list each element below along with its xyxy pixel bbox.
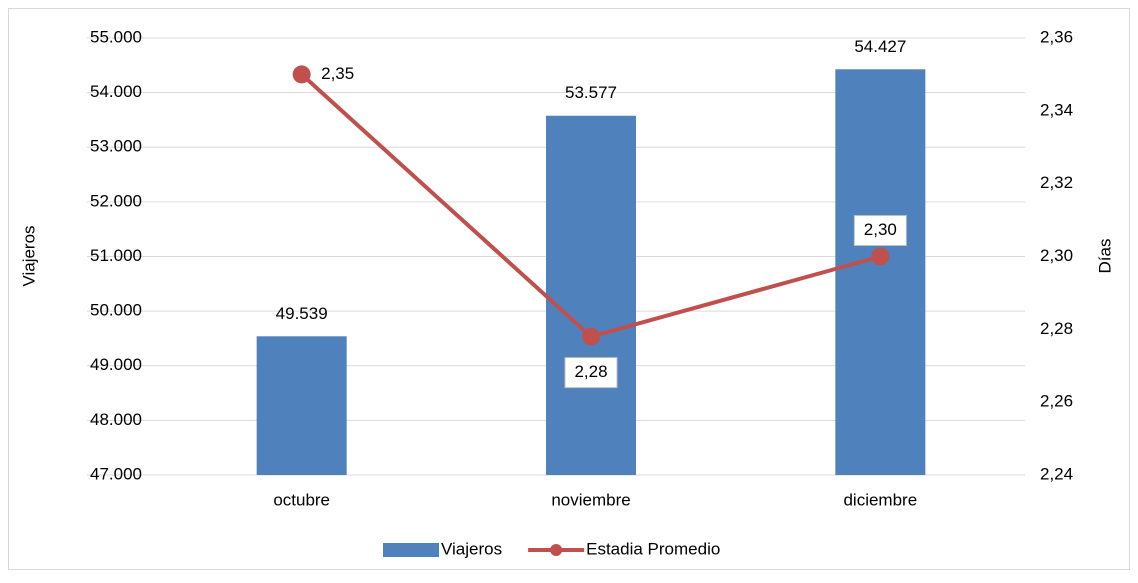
y-tick-label: 54.000 (90, 82, 142, 101)
y2-tick-label: 2,26 (1040, 392, 1073, 411)
line-point (871, 247, 890, 266)
label-box (853, 215, 907, 246)
y2-tick-label: 2,32 (1040, 173, 1073, 192)
line-point (582, 327, 600, 346)
line-point (292, 65, 311, 84)
y-axis-title: Viajeros (19, 225, 38, 286)
bar (835, 69, 926, 476)
y2-tick-label: 2,30 (1040, 246, 1073, 265)
y-tick-label: 52.000 (90, 191, 142, 210)
legend-label: Estadia Promedio (586, 539, 720, 558)
y-tick-label: 49.000 (90, 355, 142, 374)
y2-tick-label: 2,28 (1040, 319, 1073, 338)
x-tick-label: noviembre (551, 490, 630, 509)
bar-value-label: 54.427 (854, 37, 906, 56)
y2-tick-label: 2,24 (1040, 464, 1073, 483)
y-tick-label: 48.000 (90, 410, 142, 429)
y2-axis-title: Días (1095, 239, 1114, 274)
y2-tick-label: 2,34 (1040, 100, 1073, 119)
legend-label: Viajeros (441, 539, 502, 558)
legend-swatch (550, 544, 563, 556)
bar (546, 115, 636, 475)
bar-value-label: 53.577 (565, 83, 617, 102)
line-value-label: 2,28 (574, 362, 607, 381)
y-tick-label: 53.000 (90, 137, 142, 156)
line-value-label: 2,30 (864, 220, 897, 239)
x-tick-label: octubre (273, 490, 330, 509)
y-tick-label: 55.000 (90, 27, 142, 46)
y-tick-label: 47.000 (90, 464, 142, 483)
y-tick-label: 51.000 (90, 246, 142, 265)
y2-tick-label: 2,36 (1040, 27, 1073, 46)
label-box (564, 357, 618, 389)
y-tick-label: 50.000 (90, 301, 142, 320)
line-value-label: 2,35 (321, 64, 354, 83)
x-tick-label: diciembre (843, 490, 917, 509)
bar (256, 336, 347, 475)
bar-value-label: 49.539 (276, 304, 328, 323)
legend-swatch (383, 543, 439, 557)
